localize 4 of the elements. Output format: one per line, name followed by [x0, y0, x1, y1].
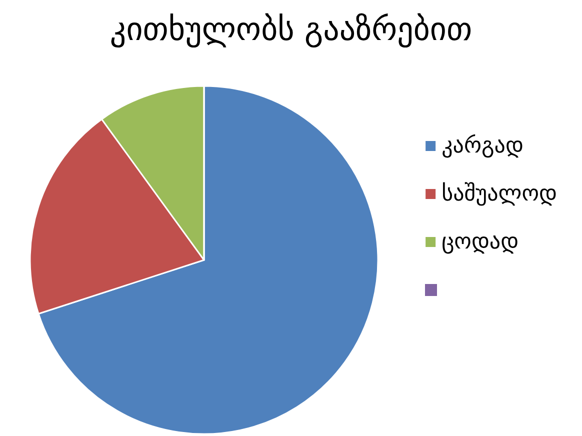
- legend-label: საშუალოდ: [442, 182, 558, 206]
- legend-label: კარგად: [442, 134, 524, 158]
- chart-title: კითხულობს გააზრებით: [110, 10, 472, 48]
- legend-label: ცოდად: [442, 230, 519, 254]
